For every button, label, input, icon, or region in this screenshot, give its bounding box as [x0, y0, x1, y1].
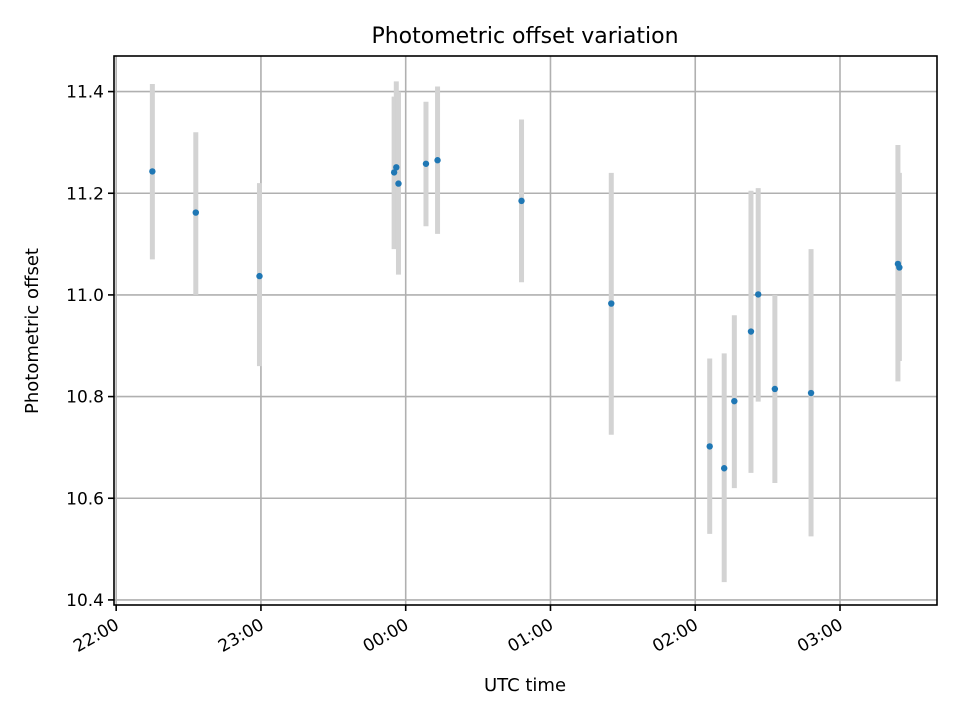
chart-title: Photometric offset variation [371, 24, 678, 49]
data-point [393, 164, 400, 171]
grid-lines [114, 56, 937, 605]
data-point [608, 300, 615, 307]
data-point [390, 169, 398, 176]
data-points [149, 157, 903, 472]
data-point [720, 465, 728, 472]
y-tick-label: 10.6 [66, 489, 104, 509]
y-tick-label: 11.0 [66, 286, 104, 306]
y-tick-label: 11.2 [66, 184, 104, 204]
data-point [422, 160, 430, 167]
x-axis-label: UTC time [484, 675, 566, 696]
data-point [192, 209, 199, 216]
data-point [731, 397, 738, 405]
data-point [896, 264, 903, 271]
plot-frame [113, 55, 938, 606]
data-point [518, 197, 525, 205]
y-tick-label: 10.4 [66, 591, 104, 611]
data-point [755, 291, 762, 298]
data-point [706, 443, 713, 450]
data-point [395, 180, 402, 187]
data-point [256, 272, 263, 280]
data-point [747, 328, 755, 335]
data-point [771, 385, 779, 393]
data-point [807, 389, 815, 397]
y-axis-ticks: 10.4 10.6 10.8 11.0 11.2 11.4 [66, 83, 114, 611]
y-axis-label: Photometric offset [22, 248, 43, 414]
data-point [149, 168, 156, 175]
data-point [434, 157, 441, 164]
y-tick-label: 11.4 [66, 83, 104, 103]
y-tick-label: 10.8 [66, 388, 104, 408]
